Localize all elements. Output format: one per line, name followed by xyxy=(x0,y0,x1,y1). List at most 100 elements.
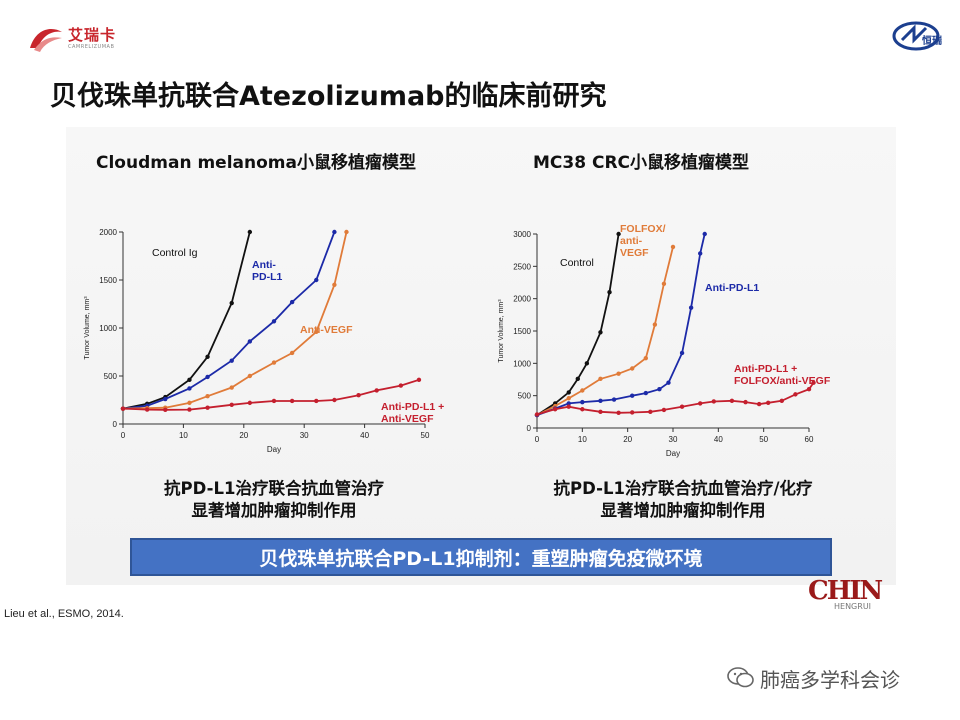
data-point xyxy=(247,373,253,379)
slide-title: 贝伐珠单抗联合Atezolizumab的临床前研究 xyxy=(50,81,607,112)
series-label: PD-L1 xyxy=(252,271,282,283)
data-point xyxy=(666,380,671,385)
data-point xyxy=(289,350,295,356)
data-point xyxy=(661,407,667,413)
data-point xyxy=(552,407,558,412)
chin-logo-subtitle: HENGRUI xyxy=(834,602,872,611)
y-axis-label: Tumor Volume, mm³ xyxy=(498,299,505,363)
left-logo-subtitle: CAMRELIZUMAB xyxy=(68,44,115,50)
data-point xyxy=(332,229,337,235)
y-axis-label: Tumor Volume, mm³ xyxy=(84,296,91,360)
data-point xyxy=(187,400,192,406)
airuika-logo: 艾瑞卡 CAMRELIZUMAB xyxy=(26,22,116,54)
data-point xyxy=(332,282,337,287)
y-tick-label: 2000 xyxy=(513,295,531,304)
data-point xyxy=(598,330,603,335)
data-point xyxy=(229,385,234,390)
data-point xyxy=(598,409,603,415)
x-axis-label: Day xyxy=(666,449,680,458)
x-tick-label: 20 xyxy=(623,435,632,444)
data-point xyxy=(756,401,762,407)
y-tick-label: 3000 xyxy=(513,230,531,239)
data-point xyxy=(702,231,707,237)
data-point xyxy=(711,399,716,404)
data-point xyxy=(643,355,648,361)
y-tick-label: 1000 xyxy=(99,324,117,333)
data-point xyxy=(580,407,585,412)
panel-title-right: MC38 CRC小鼠移植瘤模型 xyxy=(533,153,750,173)
data-point xyxy=(271,398,277,404)
data-point xyxy=(566,401,571,406)
data-point xyxy=(630,366,635,371)
data-point xyxy=(598,398,603,404)
data-point xyxy=(314,398,319,404)
chin-logo: CHIN xyxy=(808,576,883,606)
data-point xyxy=(163,396,168,402)
data-point xyxy=(616,231,621,237)
panel-title-left: Cloudman melanoma小鼠移植瘤模型 xyxy=(96,153,416,173)
data-point xyxy=(416,377,422,383)
data-point xyxy=(698,251,703,256)
data-point xyxy=(566,404,571,409)
wechat-icon xyxy=(727,667,754,688)
data-point xyxy=(616,410,621,416)
data-point xyxy=(611,397,617,402)
x-tick-label: 50 xyxy=(759,435,768,444)
data-point xyxy=(247,339,253,344)
data-point xyxy=(643,390,648,396)
data-point xyxy=(344,229,349,235)
data-point xyxy=(187,386,192,391)
data-point xyxy=(584,361,590,366)
x-tick-label: 10 xyxy=(179,431,188,440)
caption-right-line1: 抗PD-L1治疗联合抗血管治疗/化疗 xyxy=(553,479,813,498)
data-point xyxy=(120,406,126,411)
y-tick-label: 0 xyxy=(113,420,118,429)
data-point xyxy=(793,392,798,397)
data-point xyxy=(534,412,540,417)
data-point xyxy=(229,402,234,407)
data-point xyxy=(144,407,150,412)
y-tick-label: 1500 xyxy=(99,276,117,285)
series-label: FOLFOX/ xyxy=(620,223,666,235)
x-tick-label: 40 xyxy=(714,435,723,444)
y-tick-label: 500 xyxy=(518,392,532,401)
series-line xyxy=(122,231,348,410)
x-tick-label: 10 xyxy=(578,435,587,444)
y-tick-label: 1000 xyxy=(513,359,531,368)
data-point xyxy=(766,400,771,405)
data-point xyxy=(229,300,234,306)
airuika-emblem-icon xyxy=(30,29,62,52)
series-label: VEGF xyxy=(620,247,649,259)
series-label: Control xyxy=(560,257,594,269)
data-point xyxy=(566,390,571,395)
left-logo-name: 艾瑞卡 xyxy=(68,26,117,44)
y-tick-label: 0 xyxy=(527,424,532,433)
x-tick-label: 30 xyxy=(300,431,309,440)
content-background xyxy=(66,127,896,585)
citation: Lieu et al., ESMO, 2014. xyxy=(4,608,124,620)
data-point xyxy=(616,371,621,376)
data-point xyxy=(314,277,319,283)
data-point xyxy=(657,387,662,392)
data-point xyxy=(607,290,612,295)
series-line xyxy=(536,233,706,416)
data-point xyxy=(187,407,192,412)
x-tick-label: 0 xyxy=(121,431,126,440)
hengrui-emblem-icon xyxy=(892,21,940,51)
data-point xyxy=(271,319,277,324)
watermark-text: 肺癌多学科会诊 xyxy=(760,668,900,692)
x-tick-label: 20 xyxy=(239,431,248,440)
data-point xyxy=(289,299,295,305)
data-point xyxy=(205,354,210,359)
data-point xyxy=(811,380,816,385)
data-point xyxy=(688,305,694,310)
data-point xyxy=(679,350,685,356)
x-tick-label: 50 xyxy=(421,431,430,440)
x-tick-label: 40 xyxy=(360,431,369,440)
series-line xyxy=(536,233,620,416)
data-point xyxy=(374,388,379,393)
caption-right-line2: 显著增加肿瘤抑制作用 xyxy=(600,501,766,520)
data-point xyxy=(356,393,361,398)
caption-left: 抗PD-L1治疗联合抗血管治疗 显著增加肿瘤抑制作用 xyxy=(112,478,436,522)
